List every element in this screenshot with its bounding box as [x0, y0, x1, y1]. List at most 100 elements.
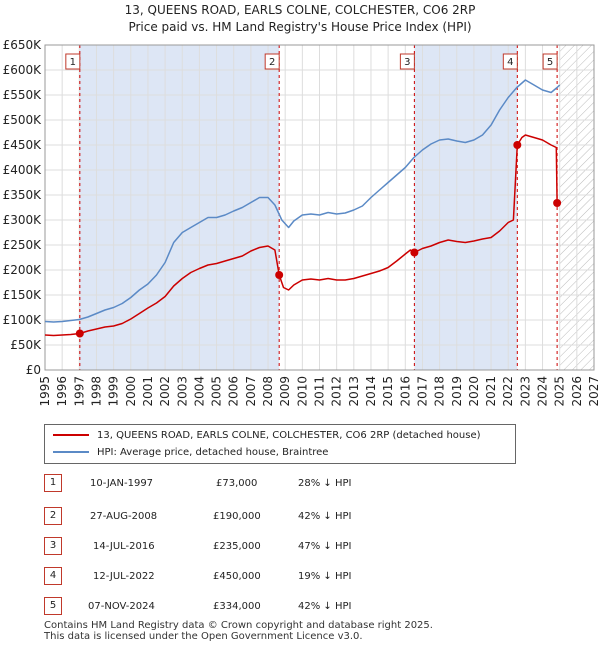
- transaction-hpi-diff: 42% ↓ HPI: [298, 601, 352, 612]
- y-tick-label: £350K: [3, 188, 43, 202]
- transaction-number-badge: 1: [44, 474, 62, 492]
- price-chart: £0 £50K £100K £150K £200K £250K £300K £350K £400…: [3, 38, 600, 407]
- table-row: 4 12-JUL-2022 £450,000 19% ↓ HPI: [0, 563, 600, 593]
- x-tick-label: 2012: [330, 376, 344, 407]
- x-tick-label: 2020: [467, 376, 481, 407]
- footer-notice: Contains HM Land Registry data © Crown c…: [44, 620, 433, 642]
- transaction-date: 07-NOV-2024: [88, 601, 155, 612]
- x-tick-label: 2024: [536, 376, 550, 407]
- sale-point: [553, 199, 562, 207]
- legend-label-price-paid: 13, QUEENS ROAD, EARLS COLNE, COLCHESTER…: [97, 430, 481, 441]
- sale-point: [410, 248, 419, 257]
- y-tick-label: £0: [26, 363, 41, 377]
- y-tick-label: £100K: [3, 313, 43, 327]
- sale-point: [75, 329, 84, 338]
- x-tick-label: 1997: [72, 376, 86, 407]
- x-tick-label: 2000: [124, 376, 138, 407]
- legend-item-price-paid: 13, QUEENS ROAD, EARLS COLNE, COLCHESTER…: [53, 428, 481, 444]
- x-tick-label: 2004: [192, 376, 206, 407]
- plot-frame: [44, 44, 595, 371]
- table-row: 5 07-NOV-2024 £334,000 42% ↓ HPI: [0, 593, 600, 623]
- legend-swatch-blue: [53, 451, 89, 453]
- y-tick-label: £300K: [3, 213, 43, 227]
- x-tick-label: 2025: [553, 376, 567, 407]
- y-tick-label: £250K: [3, 238, 43, 252]
- sale-label: 5: [547, 57, 553, 68]
- x-tick-label: 2002: [158, 376, 172, 407]
- x-tick-label: 2019: [450, 376, 464, 407]
- x-tick-label: 2011: [313, 376, 327, 407]
- sale-point: [275, 271, 284, 279]
- table-row: 3 14-JUL-2016 £235,000 47% ↓ HPI: [0, 533, 600, 563]
- x-tick-label: 2022: [501, 376, 515, 407]
- chart-title: 13, QUEENS ROAD, EARLS COLNE, COLCHESTER…: [0, 2, 600, 36]
- transaction-hpi-diff: 28% ↓ HPI: [298, 478, 352, 489]
- transaction-price: £450,000: [213, 571, 261, 582]
- transaction-price: £334,000: [213, 601, 261, 612]
- x-tick-label: 2008: [261, 376, 275, 407]
- transaction-price: £73,000: [216, 478, 258, 489]
- sale-label-box: [65, 53, 81, 70]
- transaction-hpi-diff: 19% ↓ HPI: [298, 571, 352, 582]
- footer-line-2: This data is licensed under the Open Gov…: [44, 631, 363, 642]
- y-tick-label: £650K: [3, 38, 43, 52]
- x-tick-label: 1995: [38, 376, 52, 407]
- x-tick-label: 2003: [175, 376, 189, 407]
- transaction-number-badge: 5: [44, 597, 62, 615]
- x-tick-label: 1996: [55, 376, 69, 407]
- title-line-2: Price paid vs. HM Land Registry's House …: [128, 20, 472, 34]
- transaction-date: 10-JAN-1997: [90, 478, 154, 489]
- y-tick-label: £50K: [10, 338, 42, 352]
- transaction-number-badge: 2: [44, 507, 62, 525]
- transaction-number-badge: 4: [44, 567, 62, 585]
- transaction-price: £190,000: [213, 511, 261, 522]
- x-tick-label: 2026: [570, 376, 584, 407]
- sale-label: 3: [404, 57, 410, 68]
- x-tick-label: 1998: [89, 376, 103, 407]
- sale-label: 4: [507, 57, 513, 68]
- y-tick-label: £550K: [3, 88, 43, 102]
- x-tick-label: 2027: [587, 376, 600, 407]
- transaction-hpi-diff: 42% ↓ HPI: [298, 511, 352, 522]
- x-tick-label: 2009: [278, 376, 292, 407]
- x-tick-label: 2016: [398, 376, 412, 407]
- y-tick-label: £450K: [3, 138, 43, 152]
- x-tick-label: 1999: [107, 376, 121, 407]
- ownership-shade: [79, 45, 280, 370]
- x-tick-label: 2014: [364, 376, 378, 407]
- x-tick-label: 2001: [141, 376, 155, 407]
- sale-point: [513, 141, 522, 149]
- x-tick-label: 2017: [415, 376, 429, 407]
- x-tick-label: 2021: [484, 376, 498, 407]
- sale-label: 1: [70, 57, 76, 68]
- table-row: 1 10-JAN-1997 £73,000 28% ↓ HPI: [0, 470, 600, 500]
- sale-label-box: [264, 53, 280, 70]
- hpi-line: [44, 79, 561, 323]
- x-tick-label: 2018: [433, 376, 447, 407]
- y-tick-label: £150K: [3, 288, 43, 302]
- transaction-date: 14-JUL-2016: [93, 541, 155, 552]
- transaction-hpi-diff: 47% ↓ HPI: [298, 541, 352, 552]
- x-tick-label: 2005: [210, 376, 224, 407]
- sale-label-box: [502, 53, 518, 70]
- transaction-date: 27-AUG-2008: [90, 511, 158, 522]
- transaction-price: £235,000: [213, 541, 261, 552]
- footer-line-1: Contains HM Land Registry data © Crown c…: [44, 620, 433, 631]
- legend-swatch-red: [53, 434, 89, 436]
- ownership-shade: [414, 45, 518, 370]
- table-row: 2 27-AUG-2008 £190,000 42% ↓ HPI: [0, 503, 600, 533]
- legend-label-hpi: HPI: Average price, detached house, Brai…: [97, 447, 329, 458]
- y-tick-label: £600K: [3, 63, 43, 77]
- price-paid-line: [44, 134, 558, 337]
- x-tick-label: 2007: [244, 376, 258, 407]
- legend: 13, QUEENS ROAD, EARLS COLNE, COLCHESTER…: [44, 424, 516, 464]
- sale-label: 2: [269, 57, 275, 68]
- transaction-date: 12-JUL-2022: [93, 571, 155, 582]
- sale-label-box: [399, 53, 415, 70]
- y-tick-label: £500K: [3, 113, 43, 127]
- x-tick-label: 2015: [381, 376, 395, 407]
- x-tick-label: 2013: [347, 376, 361, 407]
- transaction-number-badge: 3: [44, 537, 62, 555]
- x-tick-label: 2010: [295, 376, 309, 407]
- x-tick-label: 2023: [518, 376, 532, 407]
